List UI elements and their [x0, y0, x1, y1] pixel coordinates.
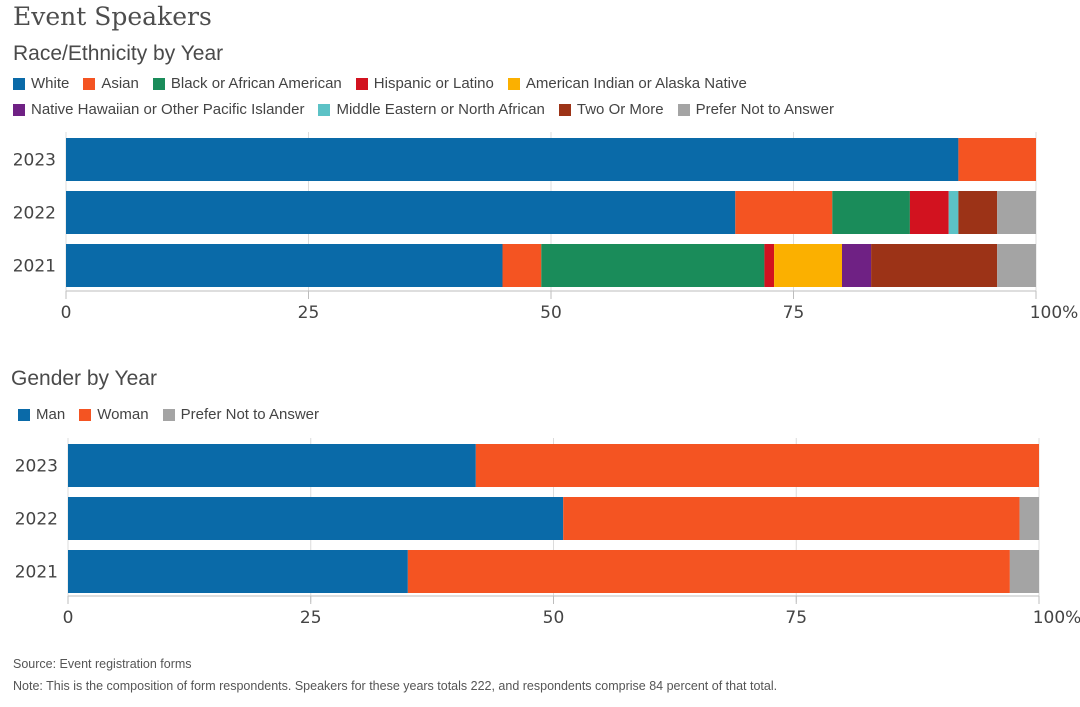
- legend-label: Middle Eastern or North African: [336, 101, 545, 118]
- legend-gender: Man Woman Prefer Not to Answer: [18, 406, 333, 423]
- footnote: Note: This is the composition of form re…: [13, 679, 778, 693]
- bar-segment-2023-asian: [958, 138, 1036, 181]
- bar-segment-2021-man: [68, 550, 408, 593]
- legend-race: White Asian Black or African American Hispa…: [13, 75, 848, 118]
- legend-label: Two Or More: [576, 101, 664, 118]
- x-tick-label: 75: [783, 303, 805, 323]
- category-label-2022: 2022: [15, 510, 58, 530]
- bar-segment-2023-white: [66, 138, 959, 181]
- legend-item-hispanic-or-latino: Hispanic or Latino: [355, 75, 494, 92]
- bar-segment-2022-prefer-not-to-answer: [997, 191, 1036, 234]
- category-label-2021: 2021: [15, 563, 58, 583]
- legend-item-native-hawaiian-or-other-pacific-islander: Native Hawaiian or Other Pacific Islande…: [13, 101, 304, 118]
- bar-segment-2022-middle-eastern-or-north-african: [948, 191, 959, 234]
- legend-swatch: [677, 103, 690, 116]
- legend-item-american-indian-or-alaska-native: American Indian or Alaska Native: [507, 75, 747, 92]
- x-tick-label: 75: [785, 608, 807, 628]
- bar-segment-2022-hispanic-or-latino: [909, 191, 949, 234]
- bar-segment-2021-woman: [407, 550, 1010, 593]
- legend-item-black-or-african-american: Black or African American: [152, 75, 342, 92]
- x-tick-label: 25: [298, 303, 320, 323]
- x-tick-label: 50: [543, 608, 565, 628]
- x-tick-label: 100%: [1030, 303, 1079, 323]
- legend-label: Black or African American: [170, 75, 342, 92]
- legend-swatch: [13, 77, 25, 90]
- x-tick-label: 0: [63, 608, 74, 628]
- x-tick-label: 25: [300, 608, 322, 628]
- legend-label: Prefer Not to Answer: [180, 406, 320, 423]
- legend-swatch: [355, 77, 368, 90]
- legend-swatch: [152, 77, 165, 90]
- legend-swatch: [79, 408, 92, 421]
- category-label-2023: 2023: [13, 151, 56, 171]
- legend-item-two-or-more: Two Or More: [558, 101, 664, 118]
- legend-item-asian: Asian: [83, 75, 139, 92]
- chart-gender: 2023 2022 2021 0 25 50 75 100%: [15, 438, 1080, 628]
- bar-segment-2022-two-or-more: [958, 191, 998, 234]
- source-note: Source: Event registration forms: [13, 657, 192, 671]
- legend-race-row-1: White Asian Black or African American Hispa…: [13, 75, 848, 92]
- legend-item-white: White: [13, 75, 69, 92]
- legend-label: Asian: [101, 75, 139, 92]
- chart-race-ethnicity: 2023 2022 2021 0 25 50 75 100%: [13, 132, 1079, 323]
- bar-segment-2021-prefer-not-to-answer: [1009, 550, 1039, 593]
- bar-segment-2022-black-or-african-american: [832, 191, 910, 234]
- legend-swatch: [318, 103, 331, 116]
- legend-item-woman: Woman: [79, 406, 149, 423]
- bar-segment-2021-hispanic-or-latino: [764, 244, 775, 287]
- bar-segment-2021-prefer-not-to-answer: [997, 244, 1036, 287]
- bar-segment-2021-american-indian-or-alaska-native: [774, 244, 842, 287]
- bar-segment-2022-asian: [735, 191, 833, 234]
- legend-item-prefer-not-to-answer: Prefer Not to Answer: [677, 101, 834, 118]
- legend-gender-row-1: Man Woman Prefer Not to Answer: [18, 406, 333, 423]
- legend-label: Prefer Not to Answer: [695, 101, 834, 118]
- legend-label: American Indian or Alaska Native: [525, 75, 747, 92]
- legend-label: Hispanic or Latino: [373, 75, 494, 92]
- bar-segment-2022-prefer-not-to-answer: [1019, 497, 1039, 540]
- bar-segment-2022-man: [68, 497, 564, 540]
- x-tick-label: 50: [540, 303, 562, 323]
- x-tick-label: 0: [61, 303, 72, 323]
- bar-segment-2021-asian: [502, 244, 542, 287]
- legend-item-prefer-not-to-answer: Prefer Not to Answer: [162, 406, 320, 423]
- bar-segment-2021-two-or-more: [871, 244, 998, 287]
- x-tick-label: 100%: [1033, 608, 1080, 628]
- legend-label: White: [31, 75, 70, 92]
- legend-item-middle-eastern-or-north-african: Middle Eastern or North African: [318, 101, 545, 118]
- category-label-2022: 2022: [13, 204, 56, 224]
- legend-swatch: [18, 408, 30, 421]
- legend-label: Native Hawaiian or Other Pacific Islande…: [31, 101, 305, 118]
- category-label-2023: 2023: [15, 457, 58, 477]
- bar-segment-2021-black-or-african-american: [541, 244, 765, 287]
- bar-segment-2023-woman: [475, 444, 1039, 487]
- legend-label: Man: [36, 406, 66, 423]
- bar-segment-2022-woman: [563, 497, 1020, 540]
- legend-item-man: Man: [18, 406, 65, 423]
- legend-swatch: [83, 77, 96, 90]
- bar-segment-2022-white: [66, 191, 736, 234]
- legend-label: Woman: [97, 406, 149, 423]
- chart-title-gender: Gender by Year: [11, 367, 157, 390]
- legend-swatch: [558, 103, 571, 116]
- category-label-2021: 2021: [13, 257, 56, 277]
- legend-swatch: [13, 103, 25, 116]
- bar-segment-2021-white: [66, 244, 503, 287]
- chart-title-race: Race/Ethnicity by Year: [13, 42, 224, 65]
- legend-swatch: [162, 408, 175, 421]
- bar-segment-2021-native-hawaiian-or-other-pacific-islander: [842, 244, 872, 287]
- bar-segment-2023-man: [68, 444, 476, 487]
- legend-race-row-2: Native Hawaiian or Other Pacific Islande…: [13, 101, 848, 118]
- legend-swatch: [507, 77, 520, 90]
- page-title: Event Speakers: [13, 2, 212, 31]
